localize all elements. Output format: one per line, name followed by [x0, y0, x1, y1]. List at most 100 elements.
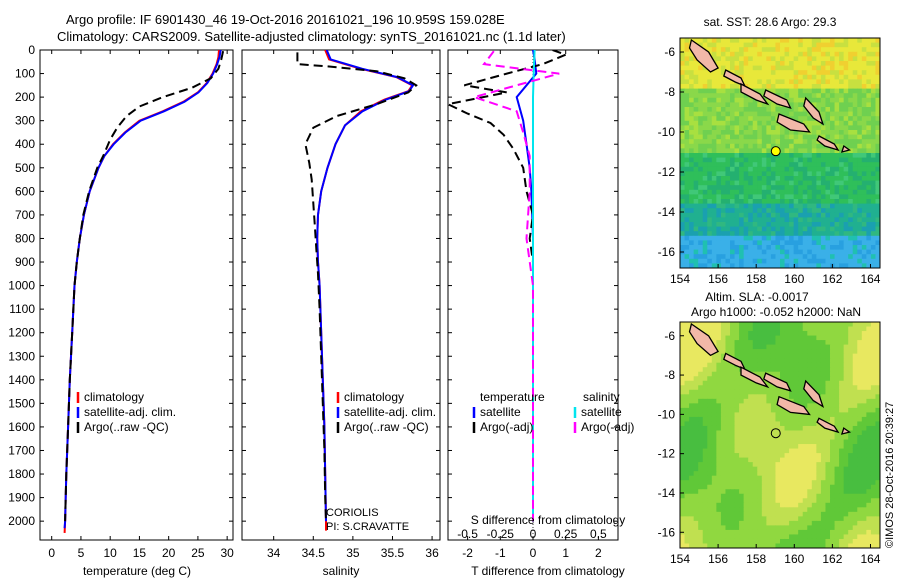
map-cell [793, 466, 799, 472]
map-cell [843, 240, 849, 246]
map-cell [807, 254, 813, 260]
map-cell [857, 56, 863, 62]
map-cell [820, 189, 826, 195]
map-cell [689, 367, 695, 373]
map-cell [689, 235, 695, 241]
map-cell [698, 222, 704, 228]
map-cell [807, 335, 813, 341]
map-cell [820, 502, 826, 508]
map-cell [843, 47, 849, 53]
map-cell [725, 520, 731, 526]
differences-series-salinity-argo-adj- [470, 50, 560, 522]
map-cell [702, 502, 708, 508]
map-cell [825, 516, 831, 522]
map-cell [725, 529, 731, 535]
map-cell [784, 326, 790, 332]
map-cell [743, 394, 749, 400]
map-cell [720, 157, 726, 163]
map-cell [711, 235, 717, 241]
map-cell [716, 70, 722, 76]
map-cell [830, 358, 836, 364]
map-cell [711, 157, 717, 163]
map-cell [830, 51, 836, 57]
map-cell [711, 180, 717, 186]
map-cell [780, 258, 786, 264]
map-cell [711, 358, 717, 364]
map-cell [698, 70, 704, 76]
map-cell [834, 389, 840, 395]
map-cell [761, 448, 767, 454]
x-tick-label: 34 [267, 546, 281, 560]
map-cell [743, 358, 749, 364]
map-cell [784, 47, 790, 53]
map-cell [775, 212, 781, 218]
map-cell [811, 471, 817, 477]
map-cell [716, 51, 722, 57]
map-cell [820, 111, 826, 117]
map-cell [834, 507, 840, 513]
map-cell [811, 93, 817, 99]
map-cell [734, 407, 740, 413]
map-cell [716, 344, 722, 350]
map-cell [830, 125, 836, 131]
map-cell [793, 199, 799, 205]
map-cell [734, 403, 740, 409]
map-cell [743, 153, 749, 159]
map-cell [834, 371, 840, 377]
legend-label: Argo(-adj) [480, 420, 533, 434]
map-cell [866, 148, 872, 154]
map-cell [720, 457, 726, 463]
map-cell [784, 226, 790, 232]
map-cell [798, 416, 804, 422]
map-cell [698, 502, 704, 508]
legend-header-temperature: temperature [480, 390, 545, 404]
map-cell [780, 389, 786, 395]
map-cell [780, 412, 786, 418]
map-cell [730, 148, 736, 154]
map-cell [843, 529, 849, 535]
map-cell [739, 416, 745, 422]
map-cell [830, 380, 836, 386]
map-cell [752, 502, 758, 508]
map-cell [830, 462, 836, 468]
map-cell [816, 444, 822, 450]
map-cell [870, 258, 876, 264]
map-cell [748, 139, 754, 145]
map-cell [870, 70, 876, 76]
map-cell [711, 153, 717, 159]
map-cell [784, 65, 790, 71]
y-tick-label: 1800 [8, 467, 35, 481]
map-cell [861, 189, 867, 195]
map-cell [761, 480, 767, 486]
map-cell [793, 157, 799, 163]
map-cell [834, 344, 840, 350]
map-cell [793, 493, 799, 499]
map-cell [839, 263, 845, 268]
map-cell [843, 79, 849, 85]
map-cell [802, 358, 808, 364]
map-cell [802, 93, 808, 99]
map-cell [825, 134, 831, 140]
map-cell [770, 42, 776, 48]
map-cell [802, 484, 808, 490]
map-cell [739, 543, 745, 548]
map-cell [802, 134, 808, 140]
map-cell [861, 326, 867, 332]
map-cell [852, 217, 858, 223]
y-tick-label: 1200 [8, 326, 35, 340]
map-cell [775, 185, 781, 191]
map-cell [852, 421, 858, 427]
map-cell [793, 525, 799, 531]
map-cell [730, 116, 736, 122]
map-cell [716, 84, 722, 90]
map-cell [743, 471, 749, 477]
map-cell [720, 543, 726, 548]
map-cell [820, 235, 826, 241]
map-cell [870, 453, 876, 459]
map-cell [843, 471, 849, 477]
map-cell [780, 344, 786, 350]
map-cell [725, 430, 731, 436]
map-cell [830, 493, 836, 499]
map-cell [711, 240, 717, 246]
map-cell [707, 462, 713, 468]
